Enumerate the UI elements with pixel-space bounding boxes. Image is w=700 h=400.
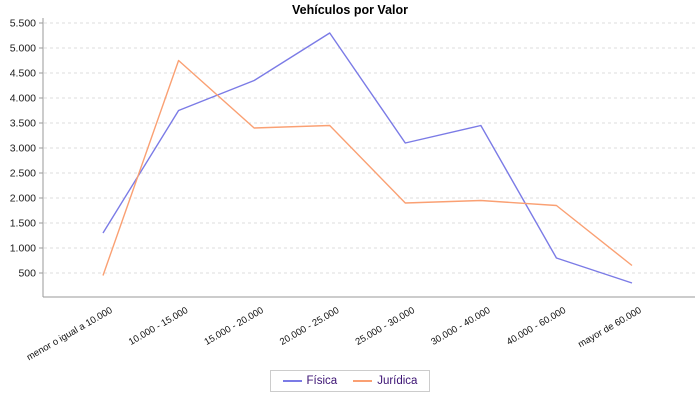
legend-box: Física Jurídica bbox=[269, 370, 431, 392]
y-axis-ticks bbox=[39, 22, 43, 274]
x-category-label: menor o igual a 10.000 bbox=[25, 305, 115, 363]
juridica-line-swatch bbox=[353, 380, 373, 382]
legend-label-juridica: Jurídica bbox=[377, 375, 418, 387]
x-category-label: 25.000 - 30.000 bbox=[354, 305, 417, 348]
x-category-label: 40.000 - 60.000 bbox=[505, 305, 568, 348]
legend-item-juridica[interactable]: Jurídica bbox=[353, 375, 417, 387]
y-axis-labels: 500 1.000 1.500 2.000 2.500 3.000 3.500 4.000 4.… bbox=[10, 18, 36, 280]
y-tick-label: 4.500 bbox=[10, 68, 36, 80]
y-tick-label: 500 bbox=[18, 268, 36, 280]
y-tick-label: 1.000 bbox=[10, 243, 36, 255]
line-chart-plot: 500 1.000 1.500 2.000 2.500 3.000 3.500 4.000 4.… bbox=[10, 18, 695, 363]
y-tick-label: 3.000 bbox=[10, 143, 36, 155]
series-lines bbox=[102, 32, 633, 284]
juridica-line[interactable] bbox=[102, 59, 633, 276]
fisica-line[interactable] bbox=[102, 32, 633, 284]
y-tick-label: 4.000 bbox=[10, 93, 36, 105]
y-tick-label: 5.500 bbox=[10, 18, 36, 30]
y-tick-label: 1.500 bbox=[10, 218, 36, 230]
x-category-label: 30.000 - 40.000 bbox=[429, 305, 492, 348]
legend-item-fisica[interactable]: Física bbox=[282, 375, 338, 387]
x-category-label: 15.000 - 20.000 bbox=[202, 305, 265, 348]
chart-title: Vehículos por Valor bbox=[291, 3, 408, 17]
fisica-line-swatch bbox=[282, 380, 302, 382]
x-axis-labels: menor o igual a 10.000 10.000 - 15.000 15.… bbox=[25, 305, 644, 363]
y-tick-label: 5.000 bbox=[10, 43, 36, 55]
x-category-label: 10.000 - 15.000 bbox=[127, 305, 190, 348]
y-tick-label: 2.500 bbox=[10, 168, 36, 180]
gridlines bbox=[44, 22, 695, 274]
y-tick-label: 3.500 bbox=[10, 118, 36, 130]
legend: Física Jurídica bbox=[0, 370, 700, 392]
x-category-label: mayor de 60.000 bbox=[576, 305, 643, 350]
y-tick-label: 2.000 bbox=[10, 193, 36, 205]
x-category-label: 20.000 - 25.000 bbox=[278, 305, 341, 348]
legend-label-fisica: Física bbox=[306, 375, 338, 387]
